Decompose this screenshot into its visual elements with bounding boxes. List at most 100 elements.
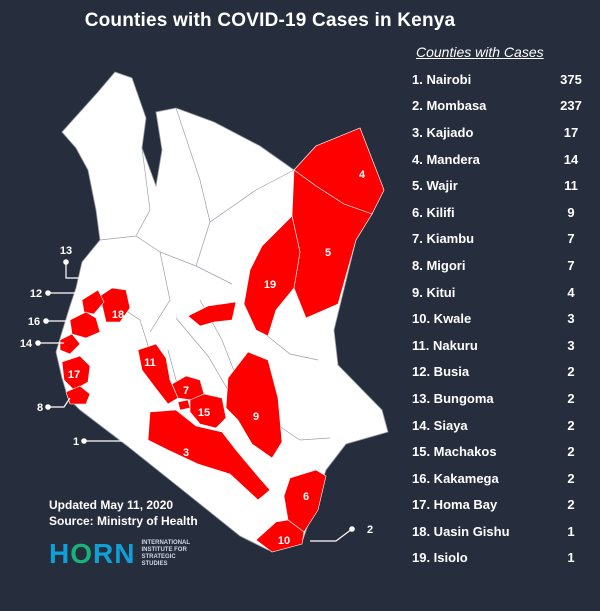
legend-row: 12. Busia 2 (412, 359, 590, 386)
case-counties (59, 127, 385, 553)
case-count: 17 (563, 124, 579, 140)
case-count: 11 (564, 178, 578, 194)
map-label-kajiado: 3 (183, 447, 189, 459)
logo-letter-h: H (49, 538, 71, 569)
legend-row: 4. Mandera 14 (412, 146, 590, 173)
logo-wordmark: HORN (49, 538, 135, 570)
case-count: 3 (567, 337, 575, 353)
county-name: 1. Nairobi (412, 71, 472, 87)
legend-row: 14. Siaya 2 (412, 412, 590, 439)
county-homa-bay (61, 355, 91, 391)
legend-row: 16. Kakamega 2 (412, 465, 590, 492)
case-count: 2 (567, 417, 575, 433)
map-label-kwale: 10 (278, 535, 290, 547)
logo-sub-line-3: STRATEGIC (141, 554, 176, 560)
county-name: 11. Nakuru (412, 337, 478, 353)
callout-label-2: 2 (367, 524, 373, 536)
case-count: 1 (567, 523, 575, 539)
callout-lines (35, 259, 355, 542)
legend-row: 6. Kilifi 9 (412, 199, 590, 226)
map-label-nakuru: 11 (144, 357, 156, 369)
legend-row: 5. Wajir 11 (412, 172, 590, 199)
county-kajiado (147, 409, 271, 501)
county-nairobi (177, 399, 191, 411)
callout-label-12: 12 (30, 288, 42, 300)
county-kitui (225, 351, 283, 459)
case-count: 3 (567, 311, 575, 327)
county-bungoma (81, 289, 105, 315)
map-label-kiambu: 7 (183, 385, 189, 397)
map-label-uasin-gishu: 18 (112, 309, 124, 321)
county-samburu-link (187, 301, 237, 327)
legend-row: 9. Kitui 4 (412, 279, 590, 306)
map-label-wajir: 5 (325, 247, 331, 259)
footer-notes: Updated May 11, 2020 Source: Ministry of… (49, 497, 198, 529)
map-label-machakos: 15 (198, 407, 210, 419)
callout-label-16: 16 (28, 316, 40, 328)
legend-row: 10. Kwale 3 (412, 305, 590, 332)
case-count: 7 (567, 257, 575, 273)
county-name: 3. Kajiado (412, 124, 474, 140)
county-isiolo (243, 215, 301, 337)
county-name: 18. Uasin Gishu (412, 523, 510, 539)
county-siaya (59, 333, 81, 355)
county-kwale (255, 519, 305, 553)
source-note: Source: Ministry of Health (49, 514, 198, 528)
page-title: Counties with COVID-19 Cases in Kenya (84, 10, 456, 31)
legend-row: 11. Nakuru 3 (412, 332, 590, 359)
horn-logo: HORN INTERNATIONAL INSTITUTE FOR STRATEG… (49, 538, 190, 570)
legend-row: 13. Bungoma 2 (412, 385, 590, 412)
county-name: 14. Siaya (412, 417, 468, 433)
case-count: 4 (567, 284, 575, 300)
cases-legend: Counties with Cases 1. Nairobi 375 2. Momb… (412, 44, 590, 571)
county-migori (65, 385, 91, 405)
county-name: 12. Busia (412, 364, 470, 380)
county-name: 15. Machakos (412, 444, 497, 460)
legend-row: 2. Mombasa 237 (412, 93, 590, 120)
case-count: 2 (567, 497, 575, 513)
county-name: 7. Kiambu (412, 231, 475, 247)
case-count: 2 (567, 470, 575, 486)
legend-row: 17. Homa Bay 2 (412, 492, 590, 519)
legend-heading: Counties with Cases (416, 44, 544, 60)
logo-sub-line-1: INTERNATIONAL (141, 540, 191, 546)
case-count: 2 (567, 364, 575, 380)
updated-date: Updated May 11, 2020 (49, 498, 174, 512)
county-name: 13. Bungoma (412, 390, 494, 406)
county-name: 6. Kilifi (412, 204, 455, 220)
map-label-homa-bay: 17 (68, 369, 80, 381)
county-name: 5. Wajir (412, 178, 458, 194)
legend-row: 8. Migori 7 (412, 252, 590, 279)
county-name: 10. Kwale (412, 311, 472, 327)
map-label-isiolo: 19 (264, 279, 276, 291)
callout-label-14: 14 (20, 338, 33, 350)
county-name: 16. Kakamega (412, 470, 499, 486)
case-count: 14 (563, 151, 579, 167)
county-machakos (189, 393, 227, 429)
callout-label-8: 8 (37, 402, 43, 414)
county-name: 9. Kitui (412, 284, 456, 300)
case-count: 9 (567, 204, 575, 220)
case-count: 2 (567, 444, 575, 460)
case-count: 1 (567, 550, 575, 566)
map-label-mandera: 4 (359, 169, 366, 181)
county-name: 8. Migori (412, 257, 466, 273)
county-name: 17. Homa Bay (412, 497, 498, 513)
logo-subtitle: INTERNATIONAL INSTITUTE FOR STRATEGIC ST… (141, 540, 190, 568)
map-label-kilifi: 6 (303, 491, 309, 503)
legend-row: 7. Kiambu 7 (412, 226, 590, 253)
case-count: 375 (560, 71, 582, 87)
legend-row: 18. Uasin Gishu 1 (412, 518, 590, 545)
logo-sub-line-4: STUDIES (141, 561, 168, 567)
county-name: 2. Mombasa (412, 98, 487, 114)
case-count: 237 (560, 98, 582, 114)
callout-label-13: 13 (60, 245, 72, 257)
county-kilifi (283, 469, 327, 533)
legend-row: 3. Kajiado 17 (412, 119, 590, 146)
county-name: 4. Mandera (412, 151, 480, 167)
legend-list: 1. Nairobi 375 2. Mombasa 237 3. Kajiado 17 4.… (412, 66, 590, 571)
legend-row: 19. Isiolo 1 (412, 545, 590, 572)
case-count: 7 (567, 231, 575, 247)
callout-label-1: 1 (73, 436, 79, 448)
